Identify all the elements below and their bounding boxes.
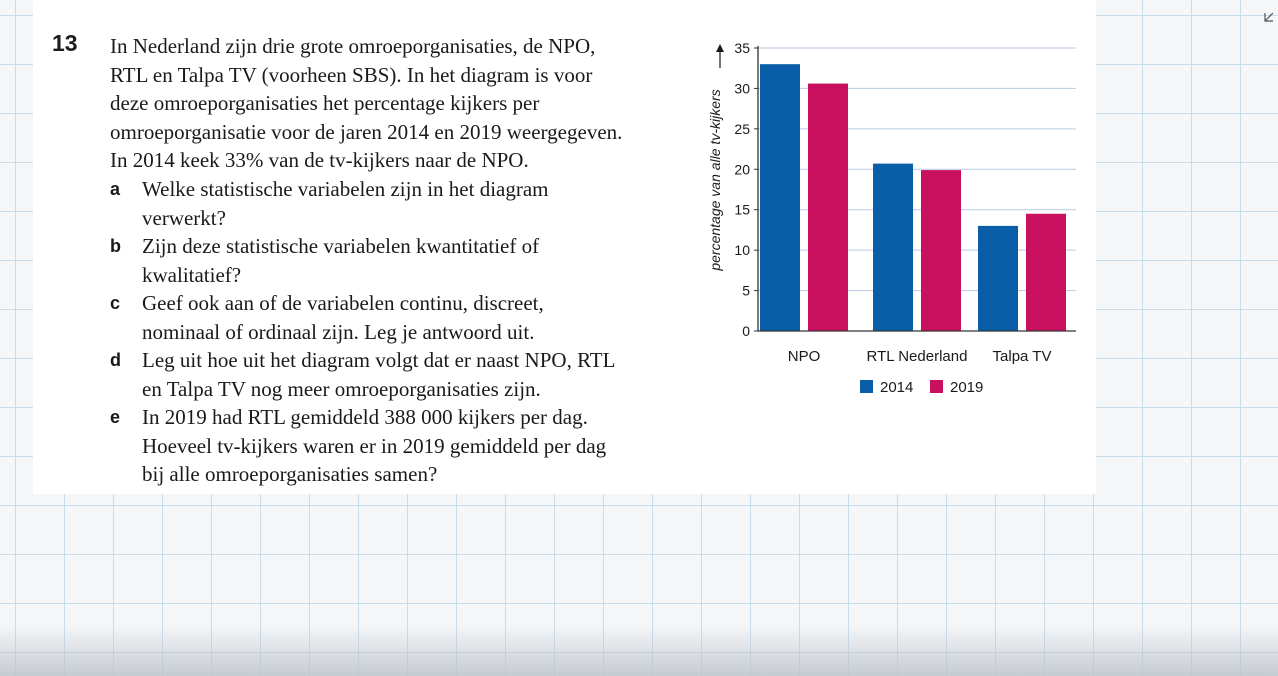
legend-label: 2014 bbox=[880, 379, 913, 396]
question-letter: d bbox=[110, 350, 121, 370]
bar-2019-rtl-nederland bbox=[921, 170, 961, 331]
intro-line: omroeporganisatie voor de jaren 2014 en … bbox=[110, 119, 623, 144]
question-line: nominaal of ordinaal zijn. Leg je antwoo… bbox=[142, 319, 535, 344]
question-b: b Zijn deze statistische variabelen kwan… bbox=[110, 232, 710, 289]
bar-2019-npo bbox=[808, 83, 848, 331]
y-tick-label: 10 bbox=[734, 242, 750, 258]
bar-2019-talpa-tv bbox=[1026, 213, 1066, 331]
question-line: Geef ook aan of de variabelen continu, d… bbox=[142, 291, 544, 315]
y-axis-arrow-head bbox=[716, 44, 724, 52]
exercise-page bbox=[33, 0, 1096, 494]
legend-label: 2019 bbox=[950, 379, 983, 396]
question-letter: b bbox=[110, 236, 121, 256]
question-c: c Geef ook aan of de variabelen continu,… bbox=[110, 289, 710, 346]
question-line: Welke statistische variabelen zijn in he… bbox=[142, 177, 549, 201]
question-line: kwalitatief? bbox=[142, 262, 242, 287]
question-e: e In 2019 had RTL gemiddeld 388 000 kijk… bbox=[110, 403, 710, 489]
y-tick-label: 0 bbox=[742, 323, 750, 339]
expand-arrow-icon[interactable] bbox=[1262, 10, 1276, 24]
question-line: bij alle omroeporganisaties samen? bbox=[142, 462, 438, 487]
question-line: Hoeveel tv-kijkers waren er in 2019 gemi… bbox=[142, 433, 607, 458]
intro-line: RTL en Talpa TV (voorheen SBS). In het d… bbox=[110, 62, 593, 87]
intro-line: In 2014 keek 33% van de tv-kijkers naar … bbox=[110, 148, 529, 173]
exercise-number: 13 bbox=[52, 30, 78, 56]
question-d: d Leg uit hoe uit het diagram volgt dat … bbox=[110, 346, 710, 403]
question-line: verwerkt? bbox=[142, 205, 226, 230]
question-line: en Talpa TV nog meer omroeporganisaties … bbox=[142, 376, 541, 401]
intro-line: In Nederland zijn drie grote omroeporgan… bbox=[110, 34, 596, 58]
legend-swatch-2014 bbox=[860, 380, 873, 393]
bar-2014-talpa-tv bbox=[978, 225, 1018, 331]
bar-chart: 0 5 10 15 20 25 30 35 NPO RTL Nederland Talpa TV pe… bbox=[707, 40, 1076, 396]
bottom-shadow bbox=[0, 626, 1278, 676]
question-line: Leg uit hoe uit het diagram volgt dat er… bbox=[142, 348, 616, 372]
y-tick-label: 5 bbox=[742, 283, 750, 299]
bar-2014-rtl-nederland bbox=[873, 163, 913, 331]
bar-2014-npo bbox=[760, 64, 800, 331]
x-category-label: Talpa TV bbox=[993, 348, 1052, 365]
question-letter: a bbox=[110, 179, 121, 199]
question-a: a Welke statistische variabelen zijn in … bbox=[110, 175, 710, 232]
intro-line: deze omroeporganisaties het percentage k… bbox=[110, 91, 540, 116]
y-tick-label: 30 bbox=[734, 80, 750, 96]
y-tick-label: 25 bbox=[734, 121, 750, 137]
y-tick-label: 20 bbox=[734, 161, 750, 177]
legend-swatch-2019 bbox=[930, 380, 943, 393]
x-category-label: NPO bbox=[788, 348, 821, 365]
x-category-label: RTL Nederland bbox=[867, 348, 968, 365]
question-line: In 2019 had RTL gemiddeld 388 000 kijker… bbox=[142, 405, 588, 429]
question-letter: e bbox=[110, 407, 121, 427]
question-line: Zijn deze statistische variabelen kwanti… bbox=[142, 234, 540, 258]
question-letter: c bbox=[110, 293, 121, 313]
y-tick-label: 15 bbox=[734, 202, 750, 218]
y-axis-title: percentage van alle tv-kijkers bbox=[707, 89, 723, 271]
exercise-intro: In Nederland zijn drie grote omroeporgan… bbox=[110, 32, 690, 175]
y-tick-label: 35 bbox=[734, 40, 750, 56]
